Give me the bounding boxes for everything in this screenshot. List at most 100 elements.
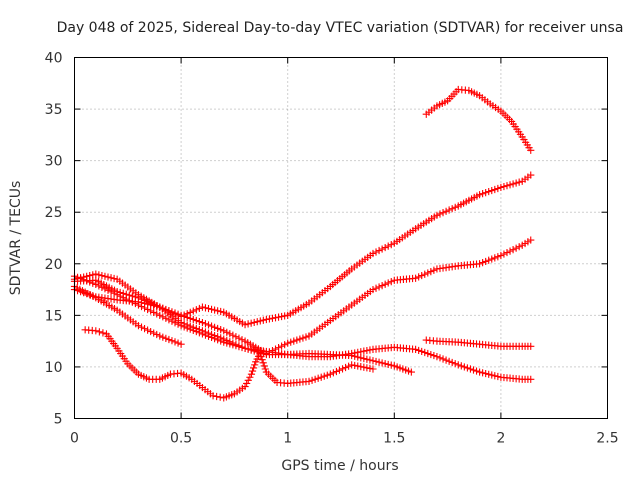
data-point — [207, 333, 216, 342]
data-point — [503, 182, 511, 190]
data-point — [412, 274, 420, 282]
data-point — [302, 333, 310, 341]
series-sat-7 — [422, 85, 535, 154]
data-point — [192, 316, 200, 325]
x-tick-label: 1 — [283, 431, 292, 447]
data-point — [125, 297, 133, 305]
data-point — [271, 314, 280, 322]
data-point — [241, 382, 249, 391]
data-point — [86, 271, 94, 280]
data-point — [387, 241, 395, 249]
data-point — [214, 307, 222, 315]
data-point — [378, 281, 386, 290]
data-point — [384, 360, 392, 369]
data-point — [95, 328, 103, 336]
data-point — [162, 314, 170, 322]
data-point — [348, 349, 356, 358]
data-point — [296, 335, 304, 343]
data-point — [214, 336, 222, 344]
data-point — [165, 335, 173, 344]
data-point — [177, 340, 185, 348]
data-point — [177, 312, 185, 320]
data-point — [98, 283, 106, 291]
data-point — [189, 315, 197, 324]
data-point — [515, 243, 523, 251]
x-tick-label: 0 — [70, 431, 79, 447]
data-point — [488, 186, 496, 195]
y-tick-label: 10 — [45, 360, 63, 376]
data-point — [189, 307, 197, 315]
data-point — [439, 355, 447, 363]
data-point — [485, 256, 493, 264]
data-point — [463, 364, 471, 372]
data-point — [159, 313, 167, 321]
data-point — [174, 320, 182, 328]
data-point — [427, 350, 435, 359]
data-point — [104, 286, 112, 294]
data-point — [381, 360, 389, 368]
data-point — [268, 314, 277, 322]
data-point — [384, 242, 392, 250]
series-sat-8 — [422, 336, 535, 350]
data-point — [418, 271, 426, 280]
data-point — [366, 364, 374, 373]
data-point — [369, 357, 377, 365]
data-point — [284, 339, 292, 347]
data-point — [512, 244, 520, 252]
data-point — [345, 362, 353, 370]
data-point — [86, 278, 94, 286]
data-point — [466, 365, 475, 373]
data-point — [101, 285, 109, 293]
data-point — [308, 376, 316, 384]
data-point — [156, 311, 164, 319]
data-point — [515, 178, 523, 186]
data-point — [140, 325, 149, 333]
data-point — [341, 363, 350, 372]
data-point — [95, 282, 103, 290]
data-point — [147, 307, 155, 315]
data-point — [375, 358, 383, 366]
data-point — [457, 362, 465, 370]
data-point — [195, 317, 203, 326]
data-point — [378, 359, 386, 367]
data-point — [278, 342, 286, 350]
data-point — [80, 276, 88, 284]
data-point — [293, 336, 301, 344]
data-point — [247, 370, 256, 378]
data-point — [195, 329, 203, 337]
data-point — [247, 319, 255, 327]
data-point — [192, 306, 200, 314]
data-point — [448, 358, 456, 367]
data-point — [107, 288, 115, 296]
data-point — [482, 257, 490, 266]
data-point — [323, 371, 331, 379]
y-tick-label: 20 — [45, 257, 63, 273]
data-point — [204, 304, 213, 313]
data-point — [482, 369, 490, 378]
data-point — [527, 146, 535, 154]
plot-frame — [74, 57, 608, 419]
x-tick-label: 0.5 — [170, 431, 192, 447]
data-point — [338, 365, 347, 373]
data-point — [98, 271, 106, 280]
x-tick-labels: 0 0.5 1 1.5 2 2.5 — [70, 431, 619, 447]
data-point — [229, 331, 237, 339]
data-point — [171, 338, 179, 346]
data-point — [351, 349, 359, 357]
data-point — [201, 320, 210, 328]
data-point — [500, 250, 508, 258]
data-point — [159, 333, 167, 341]
data-point — [204, 321, 213, 329]
data-point — [198, 330, 207, 338]
data-point — [372, 284, 380, 292]
data-point — [217, 326, 225, 334]
data-point — [259, 359, 267, 367]
data-point — [217, 337, 225, 345]
data-point — [214, 324, 222, 333]
data-point — [195, 304, 203, 313]
data-point — [223, 339, 231, 347]
data-point — [213, 392, 221, 401]
data-point — [186, 308, 194, 317]
data-point — [527, 342, 535, 350]
